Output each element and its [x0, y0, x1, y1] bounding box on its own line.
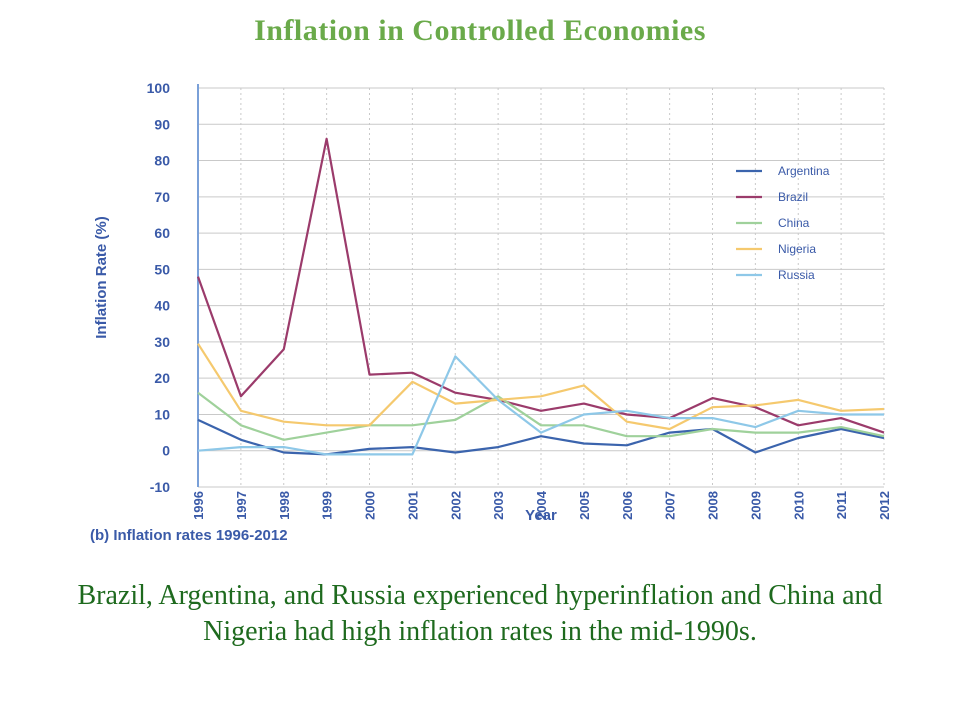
legend: Argentina Brazil China Nigeria Russia: [736, 164, 830, 282]
series-line-argentina: [197, 418, 885, 456]
y-tick-label: 40: [154, 298, 170, 314]
x-tick-label: 2000: [363, 491, 378, 520]
x-tick-label: 2004: [534, 490, 549, 520]
x-tick-label: 2012: [877, 491, 892, 520]
legend-label: Argentina: [778, 164, 830, 178]
y-tick-label: 70: [154, 189, 170, 205]
grid-lines: [197, 87, 885, 488]
x-tick-label: 1999: [320, 491, 335, 520]
x-tick-label: 2010: [791, 491, 806, 520]
series-lines: [196, 137, 885, 456]
legend-label: Nigeria: [778, 242, 816, 256]
y-tick-label: 0: [162, 443, 170, 459]
x-tick-label: 2008: [706, 491, 721, 520]
slide-caption: Brazil, Argentina, and Russia experience…: [77, 580, 883, 647]
x-tick-label: 2006: [620, 491, 635, 520]
x-tick-label: 1997: [234, 491, 249, 520]
page-title: Inflation in Controlled Economies: [254, 14, 706, 47]
series-line-nigeria: [197, 343, 885, 431]
x-tick-label: 2005: [577, 491, 592, 520]
series-line-china: [197, 391, 885, 441]
series-line-brazil: [196, 137, 885, 434]
y-tick-label: 80: [154, 153, 170, 169]
x-tick-label: 2007: [663, 491, 678, 520]
axes: -10 0 10 20 30 40 50 60 70 80 90 100 1996 1997 1998 199…: [147, 80, 892, 520]
series-line-russia: [197, 355, 884, 456]
y-tick-label: -10: [150, 479, 170, 495]
inflation-line-chart: -10 0 10 20 30 40 50 60 70 80 90 100 1996 1997 1998 199…: [0, 60, 960, 560]
y-axis-label: Inflation Rate (%): [93, 216, 110, 339]
y-tick-label: 90: [154, 116, 170, 132]
x-tick-label: 2001: [405, 491, 420, 520]
legend-label: Russia: [778, 268, 815, 282]
x-tick-label: 2011: [834, 491, 849, 519]
y-tick-label: 10: [154, 406, 170, 422]
x-axis-label: Year: [525, 507, 557, 524]
x-tick-label: 2003: [491, 491, 506, 520]
y-tick-label: 60: [154, 225, 170, 241]
x-tick-label: 1998: [277, 491, 292, 520]
y-tick-label: 100: [147, 80, 171, 96]
y-tick-label: 30: [154, 334, 170, 350]
x-tick-label: 1996: [191, 491, 206, 520]
chart-subcaption: (b) Inflation rates 1996-2012: [90, 527, 288, 544]
y-tick-label: 50: [154, 261, 170, 277]
x-tick-label: 2009: [748, 491, 763, 520]
y-tick-label: 20: [154, 370, 170, 386]
legend-label: Brazil: [778, 190, 808, 204]
x-tick-label: 2002: [448, 491, 463, 520]
legend-label: China: [778, 216, 810, 230]
chart-svg: -10 0 10 20 30 40 50 60 70 80 90 100 1996 1997 1998 199…: [90, 80, 892, 544]
